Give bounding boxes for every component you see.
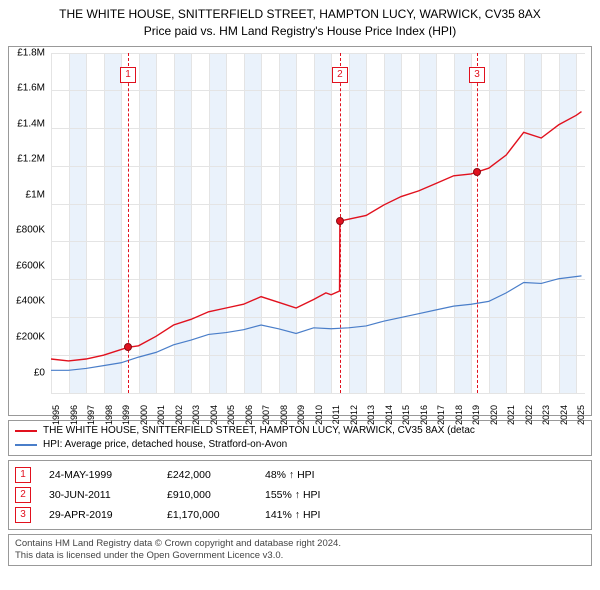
event-date: 30-JUN-2011 (49, 489, 149, 501)
x-tick: 2011 (331, 405, 341, 424)
event-row: 1 24-MAY-1999 £242,000 48% ↑ HPI (15, 465, 585, 485)
footer-line-2: This data is licensed under the Open Gov… (15, 550, 585, 562)
legend-label: THE WHITE HOUSE, SNITTERFIELD STREET, HA… (43, 425, 475, 436)
y-tick: £0 (34, 367, 45, 378)
x-tick: 2021 (506, 405, 516, 425)
legend-swatch (15, 444, 37, 446)
event-row: 2 30-JUN-2011 £910,000 155% ↑ HPI (15, 485, 585, 505)
y-tick: £1M (26, 189, 45, 200)
footer-line-1: Contains HM Land Registry data © Crown c… (15, 538, 585, 550)
marker-label: 2 (332, 67, 348, 83)
x-tick: 2025 (576, 405, 586, 425)
marker-dot (124, 343, 132, 351)
y-tick: £1.2M (17, 154, 45, 165)
y-tick: £400K (16, 296, 45, 307)
event-date: 24-MAY-1999 (49, 469, 149, 481)
y-tick: £1.8M (17, 47, 45, 58)
x-axis: 1995199619971998199920002001200220032004… (51, 393, 585, 415)
x-tick: 2019 (471, 405, 481, 425)
x-tick: 2015 (401, 405, 411, 425)
x-tick: 2022 (524, 405, 534, 425)
x-tick: 2014 (384, 405, 394, 425)
legend-swatch (15, 430, 37, 432)
x-tick: 1996 (69, 405, 79, 425)
x-tick: 2017 (436, 405, 446, 425)
x-tick: 2000 (139, 405, 149, 425)
legend-row: HPI: Average price, detached house, Stra… (15, 438, 585, 452)
marker-line (477, 53, 478, 393)
y-tick: £800K (16, 225, 45, 236)
x-tick: 2006 (244, 405, 254, 425)
attribution: Contains HM Land Registry data © Crown c… (8, 534, 592, 567)
x-tick: 2001 (156, 405, 166, 425)
event-num: 2 (15, 487, 31, 503)
plot-area: 1 2 3 (51, 53, 585, 393)
x-tick: 2004 (209, 405, 219, 425)
x-tick: 2007 (261, 405, 271, 425)
x-tick: 2005 (226, 405, 236, 425)
x-tick: 1998 (104, 405, 114, 425)
legend-row: THE WHITE HOUSE, SNITTERFIELD STREET, HA… (15, 424, 585, 438)
x-tick: 2013 (366, 405, 376, 425)
events-table: 1 24-MAY-1999 £242,000 48% ↑ HPI 2 30-JUN-201… (8, 460, 592, 530)
y-axis: £0 £200K £400K £600K £800K £1M £1.2M £1.4M £1.6M… (9, 47, 49, 395)
line-layer (51, 53, 585, 393)
y-tick: £1.6M (17, 83, 45, 94)
x-tick: 2016 (419, 405, 429, 425)
series-line (51, 111, 581, 360)
event-price: £242,000 (167, 469, 247, 481)
marker-label: 1 (120, 67, 136, 83)
chart-title: THE WHITE HOUSE, SNITTERFIELD STREET, HA… (8, 6, 592, 40)
x-tick: 2020 (489, 405, 499, 425)
legend-label: HPI: Average price, detached house, Stra… (43, 439, 287, 450)
event-price: £910,000 (167, 489, 247, 501)
chart: £0 £200K £400K £600K £800K £1M £1.2M £1.4M £1.6M… (8, 46, 592, 416)
x-tick: 2003 (191, 405, 201, 425)
container: THE WHITE HOUSE, SNITTERFIELD STREET, HA… (0, 0, 600, 574)
x-tick: 2002 (174, 405, 184, 425)
marker-label: 3 (469, 67, 485, 83)
event-num: 1 (15, 467, 31, 483)
x-tick: 1999 (121, 405, 131, 425)
marker-dot (336, 217, 344, 225)
event-pct: 141% ↑ HPI (265, 509, 320, 521)
series-line (51, 275, 581, 369)
title-line-1: THE WHITE HOUSE, SNITTERFIELD STREET, HA… (8, 6, 592, 23)
marker-dot (473, 168, 481, 176)
x-tick: 1995 (51, 405, 61, 425)
x-tick: 2023 (541, 405, 551, 425)
y-tick: £200K (16, 332, 45, 343)
event-row: 3 29-APR-2019 £1,170,000 141% ↑ HPI (15, 505, 585, 525)
event-num: 3 (15, 507, 31, 523)
event-date: 29-APR-2019 (49, 509, 149, 521)
y-tick: £1.4M (17, 118, 45, 129)
x-tick: 2010 (314, 405, 324, 425)
event-price: £1,170,000 (167, 509, 247, 521)
x-tick: 2009 (296, 405, 306, 425)
x-tick: 2024 (559, 405, 569, 425)
x-tick: 2012 (349, 405, 359, 425)
event-pct: 48% ↑ HPI (265, 469, 315, 481)
x-tick: 1997 (86, 405, 96, 425)
title-line-2: Price paid vs. HM Land Registry's House … (8, 23, 592, 40)
marker-line (128, 53, 129, 393)
event-pct: 155% ↑ HPI (265, 489, 320, 501)
y-tick: £600K (16, 260, 45, 271)
x-tick: 2008 (279, 405, 289, 425)
x-tick: 2018 (454, 405, 464, 425)
